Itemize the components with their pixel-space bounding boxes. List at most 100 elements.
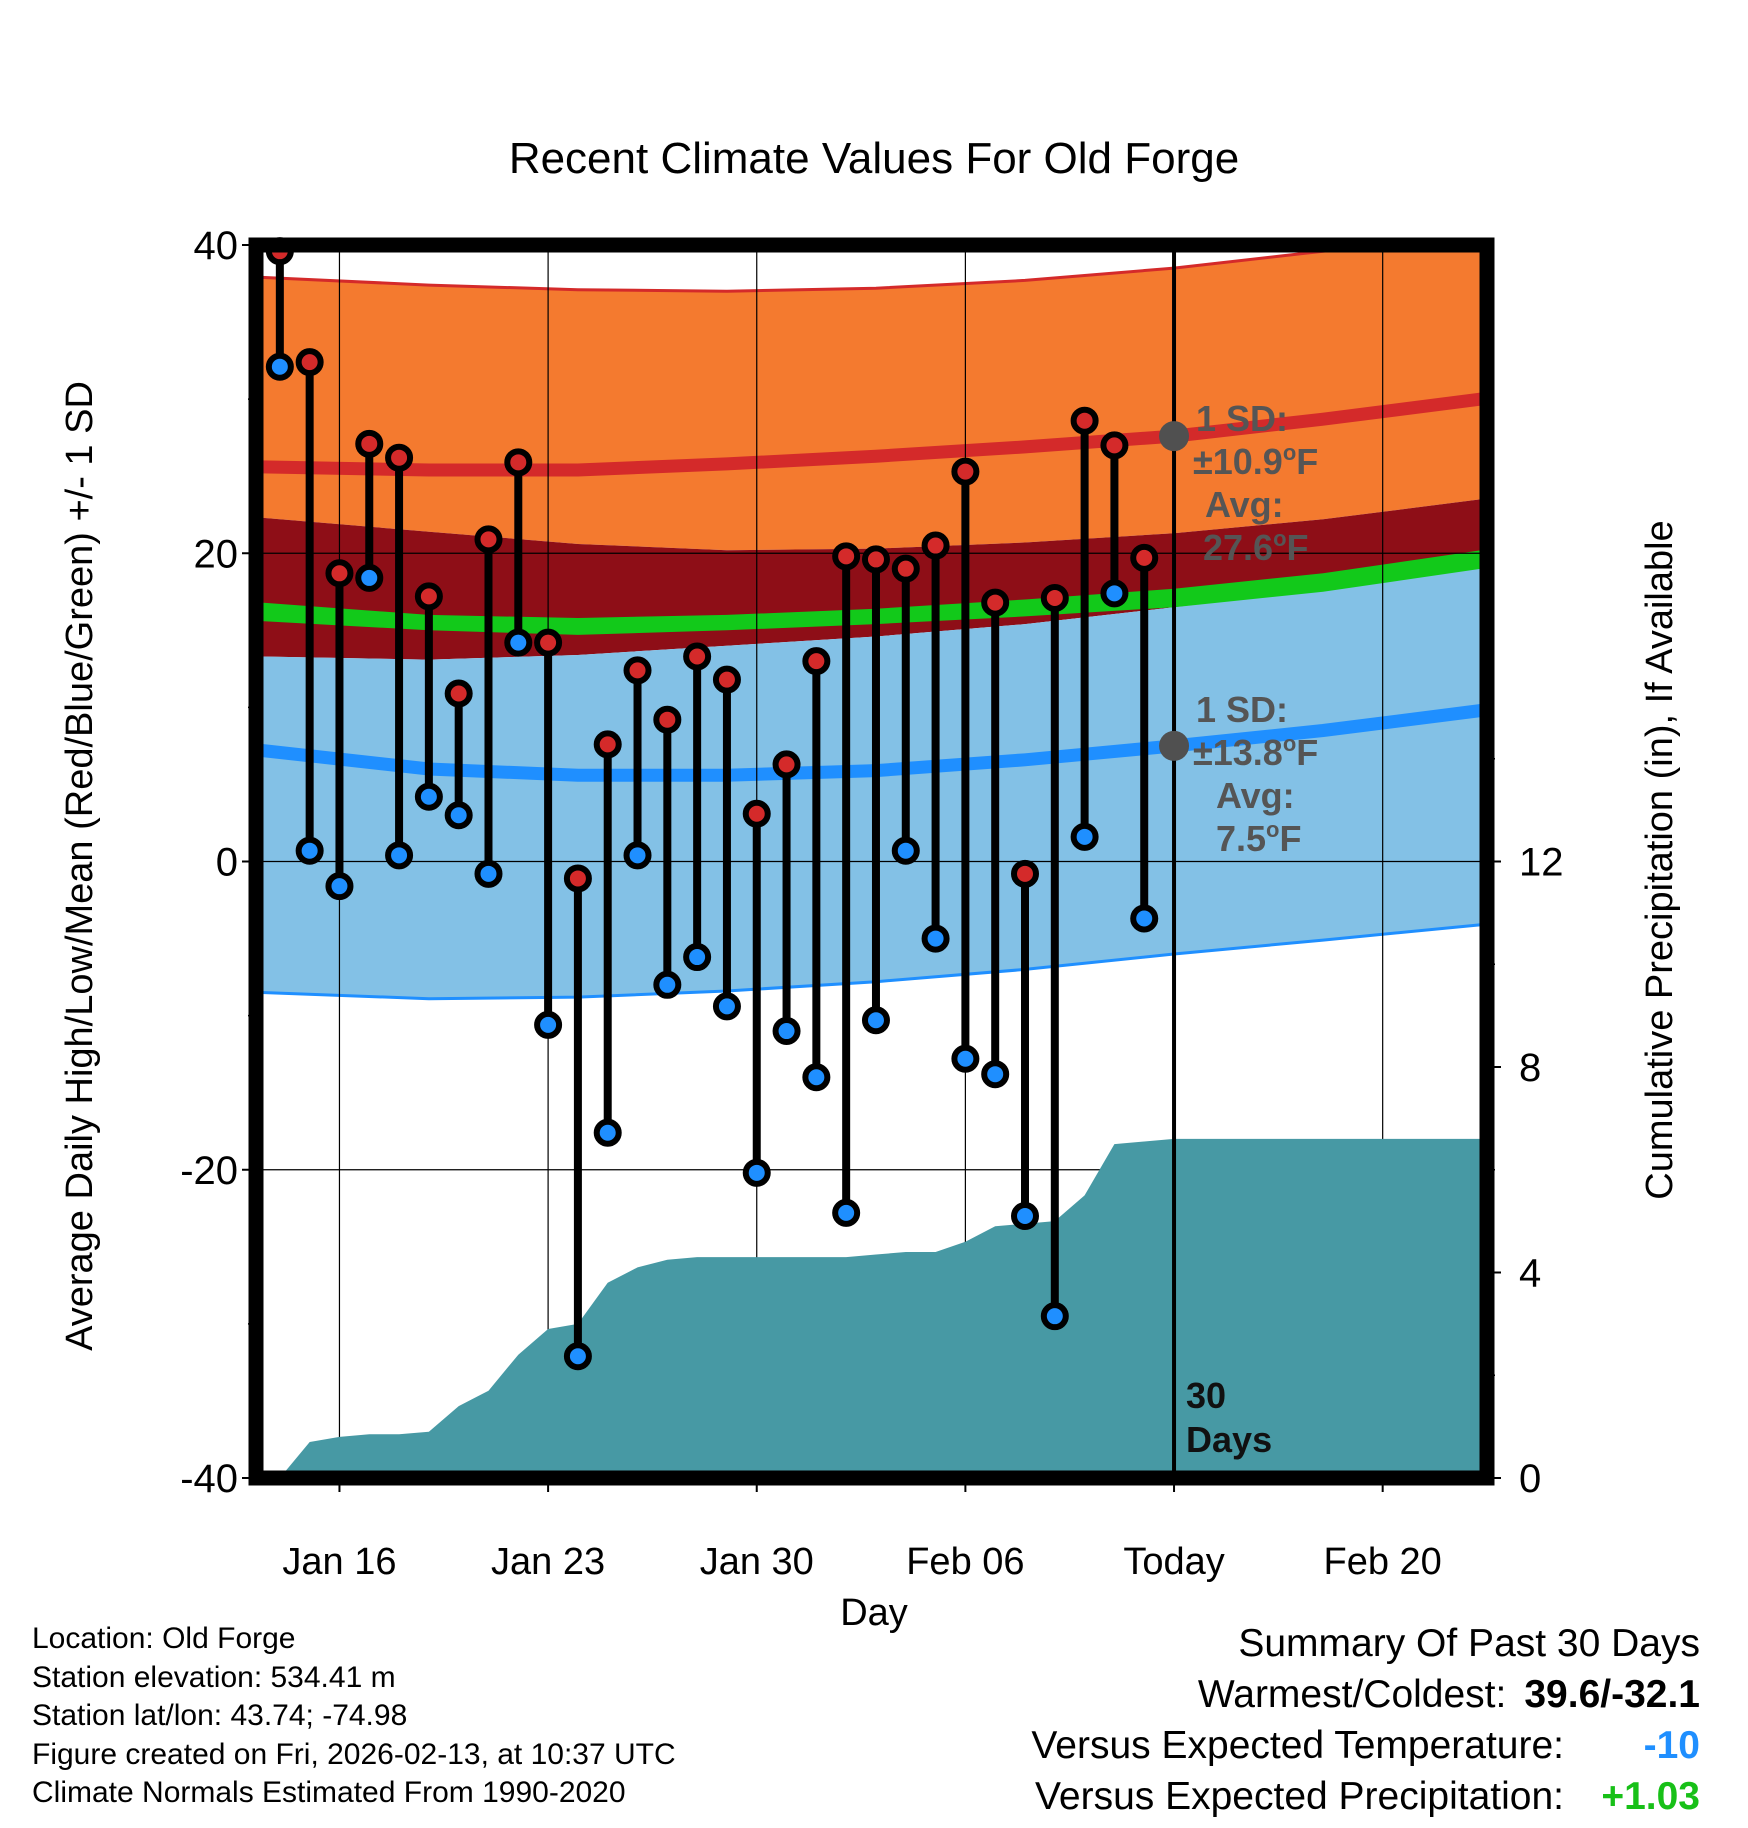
warmest-value: 39.6/-32.1 — [1524, 1673, 1700, 1716]
low-point — [444, 801, 473, 830]
low-point — [951, 1044, 980, 1073]
low-point — [295, 836, 324, 865]
low-point — [921, 924, 950, 953]
low-point — [355, 563, 384, 592]
high-point — [355, 429, 384, 458]
high-point — [534, 628, 563, 657]
y-tick-label: 20 — [194, 532, 239, 576]
high-point — [951, 457, 980, 486]
summary-panel: Summary Of Past 30 Days Warmest/Coldest:… — [1031, 1618, 1700, 1822]
y-tick-label: -20 — [180, 1149, 238, 1193]
x-tick-label: Jan 30 — [700, 1541, 814, 1583]
high-point — [891, 554, 920, 583]
high-point — [1100, 431, 1129, 460]
days-count-label: 30 — [1186, 1375, 1226, 1416]
low-avg-label: Avg: — [1216, 775, 1295, 816]
low-point — [1040, 1302, 1069, 1331]
summary-warmest-row: Warmest/Coldest: 39.6/-32.1 — [1031, 1669, 1700, 1720]
x-tick-label: Jan 16 — [282, 1541, 396, 1583]
precip-label: Versus Expected Precipitation: — [1035, 1775, 1564, 1818]
low-avg-marker — [1159, 730, 1190, 761]
high-sd-band — [262, 245, 1481, 551]
high-point — [414, 582, 443, 611]
temp-label: Versus Expected Temperature: — [1031, 1724, 1564, 1767]
low-sd-band — [262, 567, 1481, 999]
y2-axis-label: Cumulative Precipitation (in), If Availa… — [1639, 520, 1681, 1199]
x-tick-label: Feb 20 — [1324, 1541, 1442, 1583]
low-point — [832, 1198, 861, 1227]
low-point — [1130, 904, 1159, 933]
high-point — [474, 525, 503, 554]
chart-title: Recent Climate Values For Old Forge — [509, 134, 1239, 183]
low-point — [683, 943, 712, 972]
low-point — [593, 1118, 622, 1147]
high-point — [683, 642, 712, 671]
low-point — [1011, 1201, 1040, 1230]
high-point — [385, 443, 414, 472]
high-point — [832, 542, 861, 571]
x-tick-label: Feb 06 — [906, 1541, 1024, 1583]
low-avg-value: 7.5oF — [1216, 817, 1302, 859]
x-axis-label: Day — [840, 1592, 908, 1634]
low-point — [325, 872, 354, 901]
high-point — [504, 448, 533, 477]
low-point — [474, 859, 503, 888]
y2-tick-label: 0 — [1519, 1457, 1541, 1501]
warmest-label: Warmest/Coldest: — [1197, 1673, 1507, 1716]
high-point — [802, 647, 831, 676]
low-point — [802, 1063, 831, 1092]
high-point — [861, 545, 890, 574]
x-tick-label: Today — [1123, 1541, 1224, 1583]
low-point — [981, 1060, 1010, 1089]
high-point — [1040, 583, 1069, 612]
high-point — [1130, 543, 1159, 572]
created-text: Figure created on Fri, 2026-02-13, at 10… — [32, 1737, 676, 1771]
high-point — [444, 679, 473, 708]
high-upper-edge — [261, 245, 1380, 293]
high-point — [563, 864, 592, 893]
low-point — [563, 1342, 592, 1371]
low-point — [891, 836, 920, 865]
high-point — [325, 559, 354, 588]
high-avg-marker — [1159, 421, 1190, 452]
station-info: Location: Old Forge Station elevation: 5… — [32, 1620, 676, 1813]
high-point — [623, 656, 652, 685]
summary-precip-row: Versus Expected Precipitation: +1.03 — [1031, 1771, 1700, 1822]
high-sd-value: ±10.9oF — [1193, 440, 1318, 482]
y2-tick-label: 12 — [1519, 841, 1564, 885]
low-point — [414, 782, 443, 811]
summary-title: Summary Of Past 30 Days — [1238, 1622, 1700, 1665]
high-avg-value: 27.6oF — [1203, 526, 1309, 568]
low-point — [861, 1006, 890, 1035]
x-tick-label: Jan 23 — [491, 1541, 605, 1583]
summary-temp-row: Versus Expected Temperature: -10 — [1031, 1720, 1700, 1771]
low-sd-label: 1 SD: — [1196, 689, 1288, 730]
high-point — [653, 705, 682, 734]
high-point — [921, 531, 950, 560]
low-sd-value: ±13.8oF — [1193, 731, 1318, 773]
precip-value: +1.03 — [1601, 1775, 1700, 1818]
y-tick-label: 0 — [216, 841, 238, 885]
low-point — [772, 1017, 801, 1046]
normals-text: Climate Normals Estimated From 1990-2020 — [32, 1776, 626, 1809]
high-point — [981, 588, 1010, 617]
y2-tick-label: 8 — [1519, 1046, 1541, 1090]
low-point — [742, 1158, 771, 1187]
low-point — [623, 841, 652, 870]
low-point — [265, 352, 294, 381]
elevation-text: Station elevation: 534.41 m — [32, 1660, 396, 1694]
temp-value: -10 — [1643, 1724, 1700, 1767]
low-point — [1070, 822, 1099, 851]
days-word-label: Days — [1186, 1419, 1272, 1460]
latlon-text: Station lat/lon: 43.74; -74.98 — [32, 1699, 408, 1732]
low-point — [1100, 579, 1129, 608]
y-tick-label: -40 — [180, 1457, 238, 1501]
y2-tick-label: 4 — [1519, 1252, 1541, 1296]
location-text: Location: Old Forge — [32, 1622, 296, 1655]
high-point — [772, 750, 801, 779]
y-axis-label: Average Daily High/Low/Mean (Red/Blue/Gr… — [59, 381, 101, 1351]
high-sd-label: 1 SD: — [1196, 398, 1288, 439]
precip-area — [279, 1138, 1481, 1478]
high-point — [742, 799, 771, 828]
